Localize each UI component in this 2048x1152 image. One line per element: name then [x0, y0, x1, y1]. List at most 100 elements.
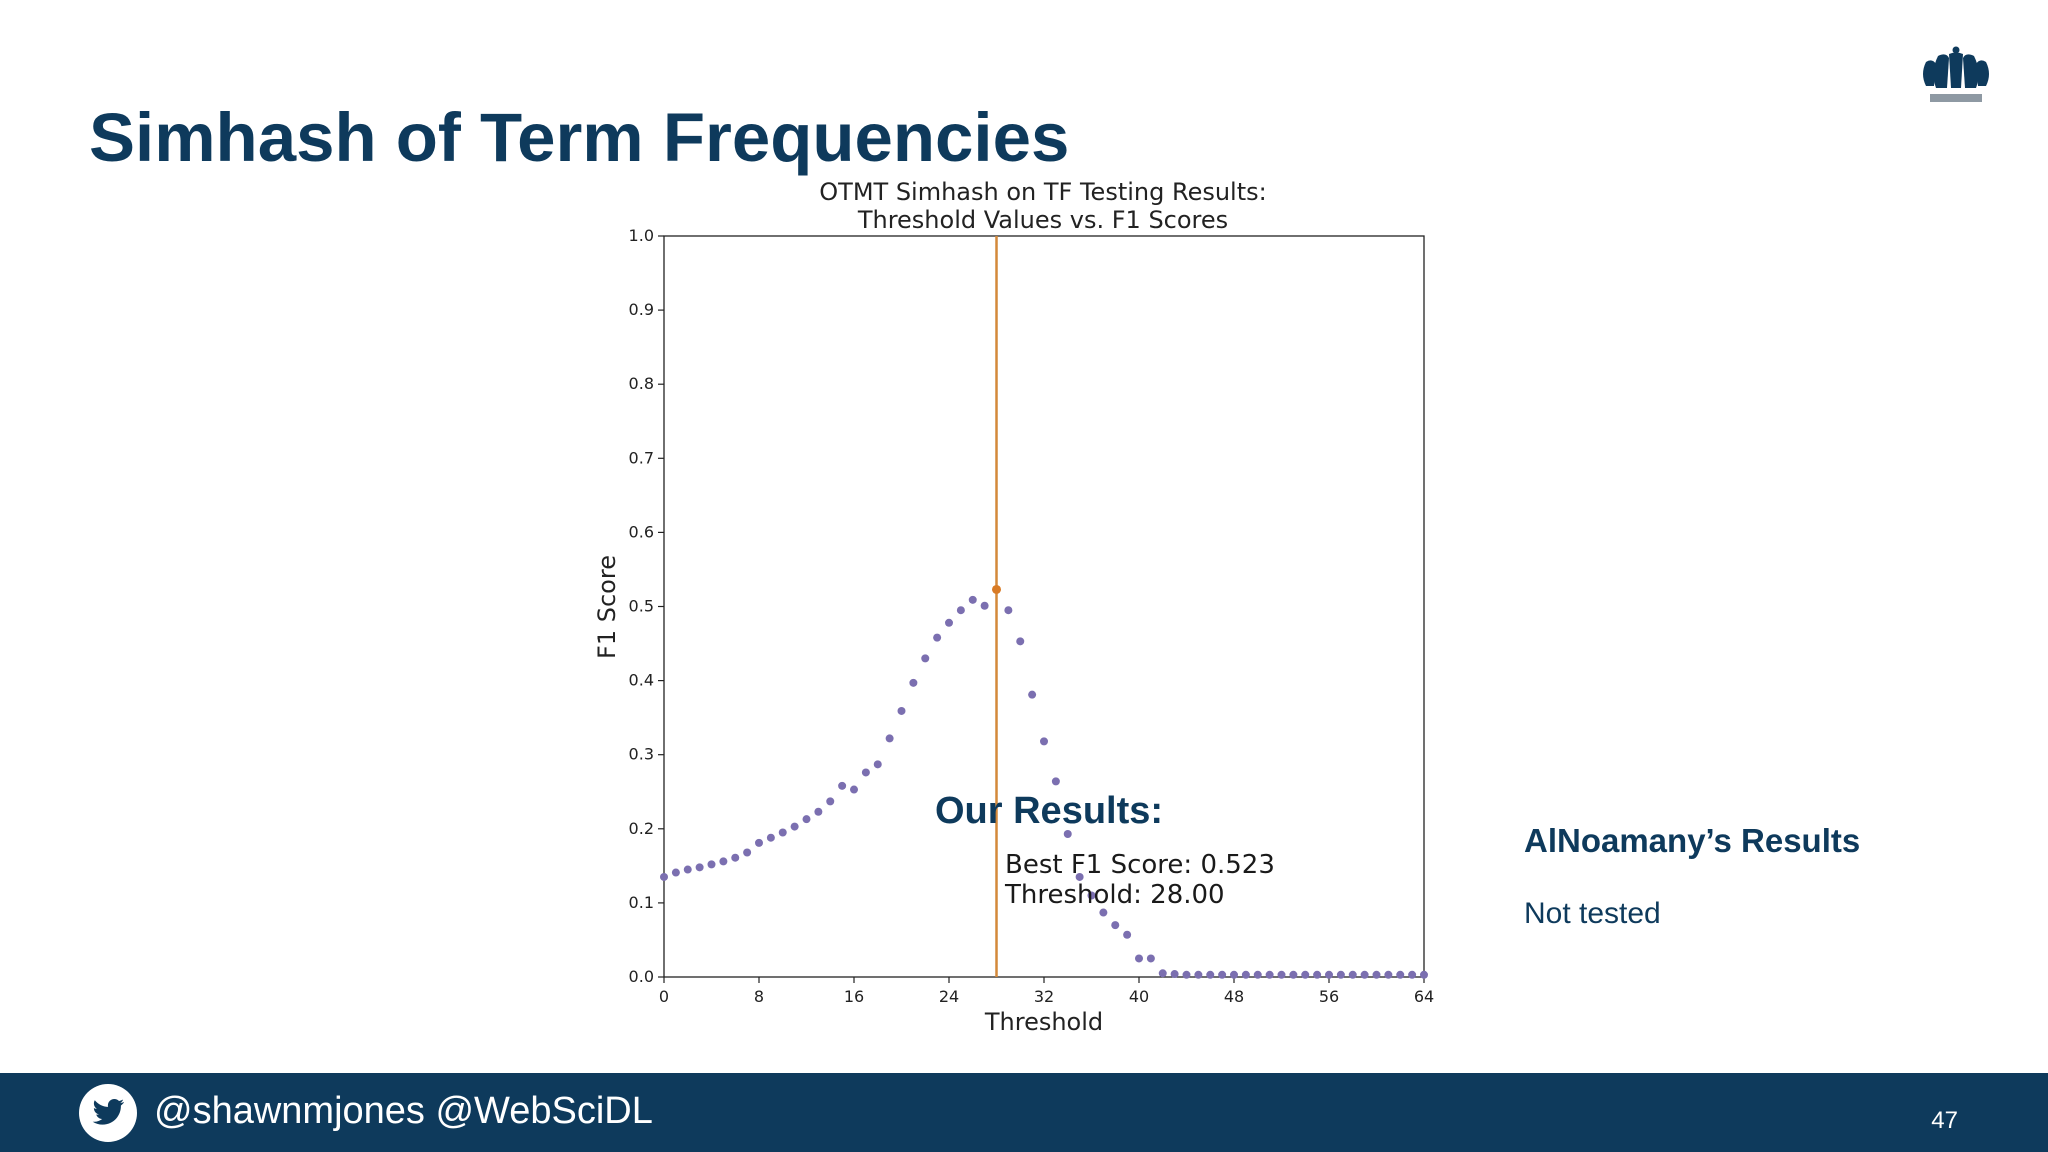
- data-point: [1396, 970, 1405, 979]
- data-point: [1075, 872, 1084, 881]
- data-point: [1111, 921, 1120, 930]
- y-tick-label: 0.4: [629, 671, 654, 690]
- data-point: [838, 781, 847, 790]
- data-point: [1241, 970, 1250, 979]
- twitter-icon: [79, 1084, 137, 1142]
- data-point: [1194, 970, 1203, 979]
- data-point: [1123, 930, 1132, 939]
- data-point: [719, 857, 728, 866]
- data-point: [766, 833, 775, 842]
- data-point: [1301, 970, 1310, 979]
- x-tick-label: 48: [1224, 987, 1244, 1006]
- data-point: [671, 868, 680, 877]
- data-point: [1206, 970, 1215, 979]
- alnoamany-results-heading: AlNoamany’s Results: [1524, 822, 1861, 859]
- data-point: [1099, 908, 1108, 917]
- data-point: [945, 618, 953, 627]
- data-point: [1253, 970, 1262, 979]
- y-tick-label: 0.7: [629, 448, 654, 467]
- data-point: [1218, 970, 1227, 979]
- axis-ticks: 0 8 16 24 32 40 48 56 64 0.0 0.1 0.2 0.3 0.4 0.5 0.6 0.7…: [629, 226, 1435, 1006]
- data-point: [850, 785, 858, 794]
- data-point: [778, 828, 787, 837]
- data-point: [1372, 970, 1381, 979]
- y-tick-label: 0.5: [629, 597, 654, 616]
- data-point: [1158, 969, 1167, 978]
- data-point: [1360, 970, 1369, 979]
- x-tick-label: 32: [1034, 987, 1054, 1006]
- y-tick-label: 0.9: [629, 300, 654, 319]
- data-points: [660, 584, 1428, 979]
- data-point: [695, 863, 704, 872]
- data-point: [861, 768, 870, 777]
- y-tick-label: 0.2: [629, 819, 654, 838]
- chart-title: OTMT Simhash on TF Testing Results:: [819, 178, 1266, 206]
- data-point: [1408, 970, 1417, 979]
- y-tick-label: 1.0: [629, 226, 654, 245]
- slide-title: Simhash of Term Frequencies: [89, 99, 1070, 176]
- y-tick-label: 0.6: [629, 522, 654, 541]
- data-point: [1016, 637, 1025, 646]
- data-point: [1265, 970, 1274, 979]
- y-tick-label: 0.1: [629, 893, 654, 912]
- y-axis-label: F1 Score: [593, 555, 621, 659]
- x-tick-label: 24: [939, 987, 959, 1006]
- y-tick-label: 0.0: [629, 967, 654, 986]
- our-results-heading: Our Results:: [935, 790, 1164, 832]
- data-point: [933, 633, 942, 642]
- data-point: [885, 734, 894, 743]
- data-point: [814, 807, 823, 816]
- data-point: [1146, 954, 1155, 963]
- x-axis-label: Threshold: [984, 1008, 1103, 1036]
- data-point: [683, 865, 692, 874]
- data-point: [1384, 970, 1393, 979]
- data-point: [1289, 970, 1298, 979]
- x-tick-label: 0: [659, 987, 669, 1006]
- alnoamany-results-text: Not tested: [1524, 897, 1661, 930]
- y-tick-label: 0.3: [629, 745, 654, 764]
- data-point: [707, 860, 716, 869]
- chart-subtitle: Threshold Values vs. F1 Scores: [857, 206, 1228, 234]
- footer-bar: @shawnmjones @WebSciDL 47: [0, 1073, 2048, 1152]
- data-point: [755, 838, 763, 847]
- annotation-threshold: Threshold: 28.00: [1004, 880, 1225, 910]
- data-point: [873, 760, 882, 769]
- data-point: [660, 872, 668, 881]
- data-point: [1028, 690, 1037, 699]
- data-point: [743, 848, 752, 857]
- best-data-point: [992, 584, 1001, 594]
- page-number: 47: [1931, 1107, 1958, 1134]
- data-point: [826, 797, 835, 806]
- footer-handles: @shawnmjones @WebSciDL: [154, 1090, 653, 1132]
- data-point: [1087, 891, 1096, 900]
- data-point: [1325, 970, 1333, 979]
- data-point: [980, 601, 989, 610]
- data-point: [1313, 970, 1322, 979]
- data-point: [909, 678, 918, 687]
- data-point: [790, 822, 799, 831]
- data-point: [802, 815, 811, 824]
- data-point: [1348, 970, 1357, 979]
- data-point: [1004, 606, 1013, 615]
- data-point: [1063, 829, 1072, 838]
- data-point: [1170, 970, 1179, 979]
- data-point: [1135, 954, 1143, 963]
- data-point: [1230, 970, 1238, 979]
- x-tick-label: 64: [1414, 987, 1434, 1006]
- data-point: [897, 706, 906, 715]
- x-tick-label: 40: [1129, 987, 1149, 1006]
- annotation-best-f1: Best F1 Score: 0.523: [1005, 850, 1275, 880]
- data-point: [1051, 777, 1060, 786]
- crown-icon: [1923, 46, 1989, 102]
- data-point: [1182, 970, 1191, 979]
- y-tick-label: 0.8: [629, 374, 654, 393]
- x-tick-label: 56: [1319, 987, 1339, 1006]
- data-point: [1277, 970, 1286, 979]
- data-point: [921, 654, 930, 663]
- data-point: [1420, 970, 1428, 979]
- data-point: [956, 606, 965, 615]
- data-point: [1040, 737, 1048, 746]
- data-point: [731, 853, 740, 862]
- x-tick-label: 16: [844, 987, 864, 1006]
